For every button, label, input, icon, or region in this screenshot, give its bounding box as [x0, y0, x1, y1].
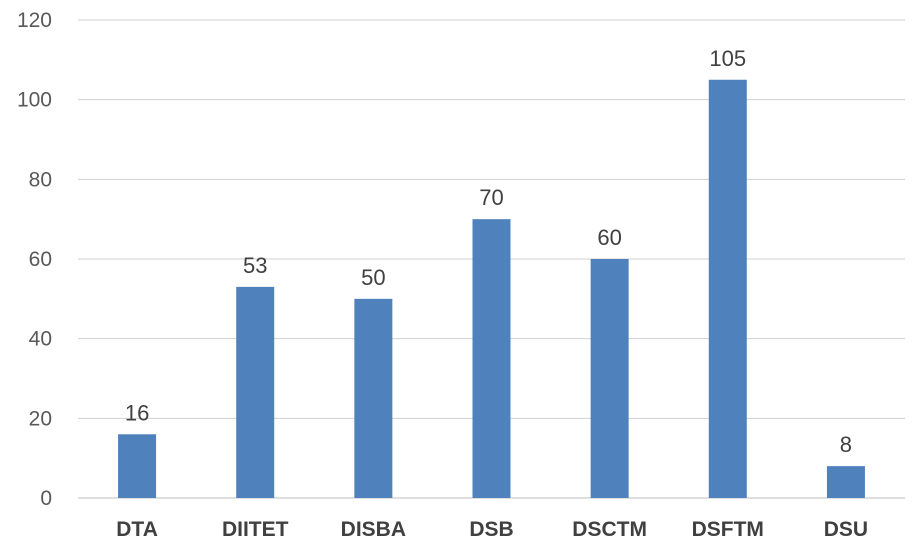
x-tick-label: DSU	[824, 518, 868, 541]
x-axis: DTA DIITET DISBA DSB DSCTM DSFTM DSU	[116, 518, 868, 541]
x-tick-label: DISBA	[341, 518, 406, 541]
bar-diitet	[236, 286, 275, 498]
y-tick-label: 80	[29, 168, 52, 191]
y-tick-label: 20	[29, 407, 52, 430]
data-label: 16	[125, 400, 149, 425]
bar-dsb	[472, 219, 511, 498]
bar-dta	[118, 434, 157, 498]
bars	[118, 79, 865, 498]
data-label: 70	[479, 185, 503, 210]
bar-dsctm	[590, 259, 629, 498]
data-label: 53	[243, 253, 267, 278]
data-label: 60	[597, 225, 621, 250]
bar-disba	[354, 298, 393, 498]
y-tick-label: 0	[40, 487, 52, 510]
data-label: 8	[840, 432, 852, 457]
y-tick-label: 100	[17, 89, 52, 112]
x-tick-label: DSB	[469, 518, 513, 541]
data-label: 105	[709, 46, 746, 71]
x-tick-label: DTA	[116, 518, 158, 541]
bar-dsftm	[708, 79, 747, 498]
x-tick-label: DIITET	[222, 518, 289, 541]
data-labels: 16 53 50 70 60 105 8	[125, 46, 852, 457]
bar-dsu	[826, 466, 865, 498]
y-axis: 0 20 40 60 80 100 120	[17, 9, 52, 510]
x-tick-label: DSFTM	[692, 518, 764, 541]
data-label: 50	[361, 265, 385, 290]
y-tick-label: 120	[17, 9, 52, 32]
x-tick-label: DSCTM	[572, 518, 647, 541]
y-tick-label: 40	[29, 328, 52, 351]
y-tick-label: 60	[29, 248, 52, 271]
